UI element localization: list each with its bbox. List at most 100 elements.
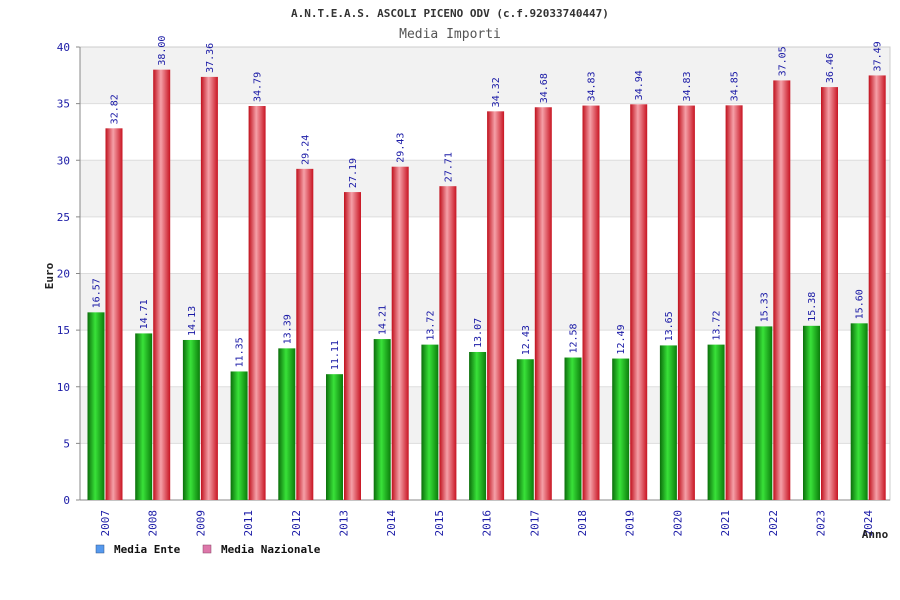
value-label: 29.24 <box>300 135 311 165</box>
bar-media-ente <box>850 323 868 500</box>
value-label: 38.00 <box>157 36 168 66</box>
value-label: 34.83 <box>587 71 598 101</box>
x-tick-label: 2022 <box>767 510 780 537</box>
bar-media-ente <box>612 358 630 500</box>
value-label: 14.13 <box>187 306 198 336</box>
bar-media-ente <box>421 344 439 500</box>
bar-media-nazionale <box>391 166 409 500</box>
bar-media-ente <box>755 326 773 500</box>
x-tick-label: 2016 <box>481 510 494 537</box>
bar-media-nazionale <box>153 69 171 501</box>
x-tick-label: 2007 <box>99 510 112 537</box>
bar-media-ente <box>803 325 820 500</box>
x-tick-label: 2020 <box>671 510 684 537</box>
bar-media-ente <box>707 344 725 500</box>
x-tick-label: 2009 <box>194 510 207 537</box>
bar-media-ente <box>182 339 200 500</box>
y-tick-label: 10 <box>57 381 70 394</box>
value-label: 37.49 <box>873 41 884 71</box>
bar-media-nazionale <box>200 76 218 500</box>
x-tick-label: 2019 <box>624 510 637 537</box>
bar-media-nazionale <box>677 105 695 501</box>
y-tick-label: 40 <box>57 41 70 54</box>
value-label: 37.05 <box>777 46 788 76</box>
value-label: 13.72 <box>425 311 436 341</box>
y-tick-label: 15 <box>57 324 70 337</box>
chart-title: A.N.T.E.A.S. ASCOLI PICENO ODV (c.f.9203… <box>291 7 609 20</box>
y-tick-label: 35 <box>57 98 70 111</box>
bar-media-nazionale <box>344 192 361 501</box>
value-label: 13.39 <box>282 314 293 344</box>
bar-media-ente <box>230 371 248 500</box>
bar-media-nazionale <box>296 168 314 500</box>
bar-media-ente <box>278 348 296 500</box>
y-tick-label: 0 <box>63 494 70 507</box>
legend-label-nazionale: Media Nazionale <box>221 543 321 556</box>
bars <box>87 69 886 501</box>
value-label: 27.19 <box>348 158 359 188</box>
value-label: 34.94 <box>634 70 645 100</box>
bar-media-nazionale <box>248 106 266 501</box>
value-label: 13.65 <box>664 311 675 341</box>
bar-media-nazionale <box>534 107 552 501</box>
value-label: 12.43 <box>521 325 532 355</box>
value-label: 12.58 <box>569 323 580 353</box>
bar-media-ente <box>326 374 343 500</box>
x-tick-label: 2013 <box>338 510 351 537</box>
x-tick-label: 2018 <box>576 510 589 537</box>
value-label: 29.43 <box>396 133 407 163</box>
x-tick-label: 2017 <box>528 510 541 537</box>
chart-subtitle: Media Importi <box>399 27 501 42</box>
y-tick-label: 5 <box>63 437 70 450</box>
value-label: 13.72 <box>712 311 723 341</box>
value-label: 34.83 <box>682 71 693 101</box>
y-tick-label: 25 <box>57 211 70 224</box>
value-label: 12.49 <box>616 324 627 354</box>
value-label: 15.60 <box>855 289 866 319</box>
x-tick-label: 2023 <box>815 510 828 537</box>
legend-swatch-ente <box>95 544 105 554</box>
value-label: 27.71 <box>443 152 454 182</box>
x-axis-label: Anno <box>862 528 889 541</box>
value-labels: 16.57 32.82 14.71 38.00 14.13 37.36 11.35 34.79… <box>92 36 884 371</box>
value-label: 16.57 <box>92 278 103 308</box>
bar-media-nazionale <box>868 75 886 500</box>
value-label: 36.46 <box>825 53 836 83</box>
value-label: 15.38 <box>807 292 818 322</box>
value-label: 14.21 <box>378 305 389 335</box>
value-label: 34.32 <box>491 77 502 107</box>
legend-swatch-nazionale <box>202 544 212 554</box>
x-tick-label: 2008 <box>147 510 160 537</box>
bar-media-nazionale <box>439 186 457 500</box>
value-label: 32.82 <box>110 94 121 124</box>
y-tick-label: 20 <box>57 268 70 281</box>
bar-media-ente <box>564 357 582 500</box>
y-axis-label: Euro <box>43 262 56 289</box>
x-tick-labels: 2007 2008 2009 2011 2012 2013 2014 2015 2016 2017… <box>99 510 875 537</box>
y-tick-label: 30 <box>57 154 70 167</box>
bar-media-nazionale <box>630 104 648 500</box>
x-tick-label: 2021 <box>719 510 732 537</box>
legend: Media Ente Media Nazionale <box>95 543 321 556</box>
bar-media-ente <box>135 333 153 500</box>
value-label: 34.68 <box>539 73 550 103</box>
bar-media-ente <box>516 359 534 500</box>
value-label: 11.11 <box>330 340 341 370</box>
bar-media-ente <box>87 312 105 500</box>
value-label: 37.36 <box>205 43 216 73</box>
x-tick-label: 2011 <box>242 510 255 537</box>
value-label: 15.33 <box>759 292 770 322</box>
value-label: 34.79 <box>253 72 264 102</box>
bar-media-nazionale <box>582 105 600 501</box>
x-tick-label: 2024 <box>862 510 875 537</box>
value-label: 34.85 <box>730 71 741 101</box>
bar-media-nazionale <box>773 80 791 500</box>
bar-media-ente <box>659 345 677 500</box>
value-label: 14.71 <box>139 299 150 329</box>
x-tick-label: 2015 <box>433 510 446 537</box>
legend-label-ente: Media Ente <box>114 543 181 556</box>
x-tick-label: 2012 <box>290 510 303 537</box>
value-label: 11.35 <box>235 337 246 367</box>
bar-media-nazionale <box>487 111 505 501</box>
